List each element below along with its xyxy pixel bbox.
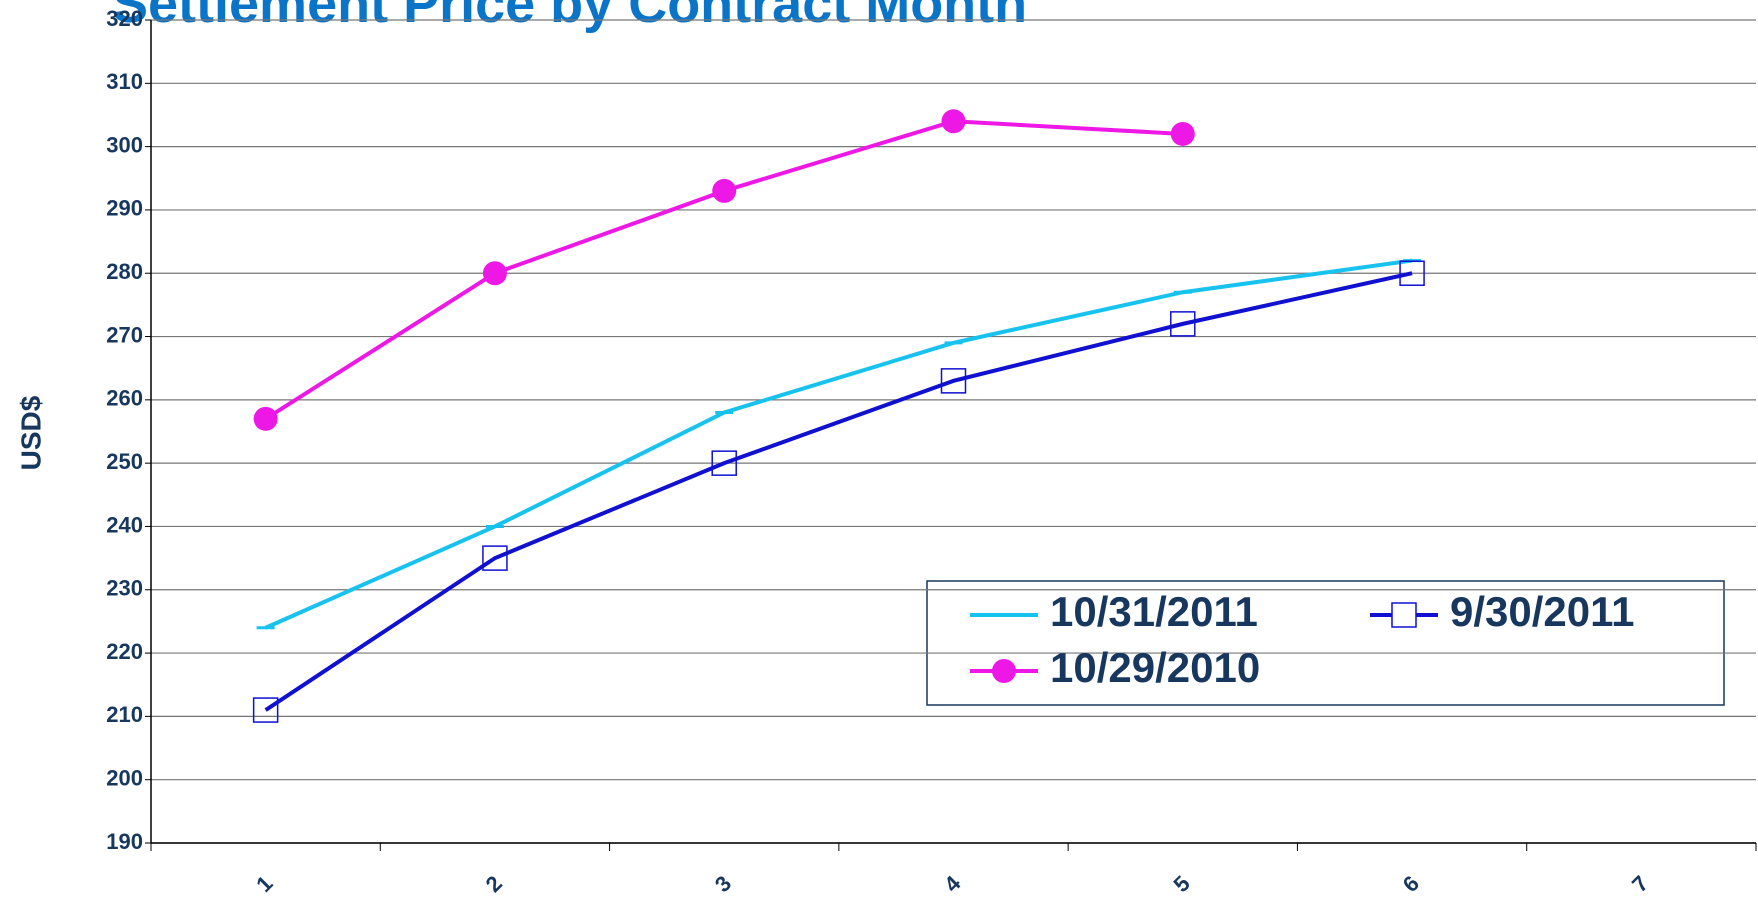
y-tick-label: 230 bbox=[106, 576, 143, 601]
y-tick-label: 300 bbox=[106, 132, 143, 157]
y-tick-label: 310 bbox=[106, 69, 143, 94]
x-tick-label: 6 bbox=[1398, 871, 1424, 897]
legend-label: 9/30/2011 bbox=[1450, 588, 1635, 635]
point bbox=[1399, 260, 1425, 286]
chart-title: Settlement Price by Contract Month bbox=[112, 0, 1027, 34]
y-tick-label: 210 bbox=[106, 702, 143, 727]
x-tick-label: 2 bbox=[481, 871, 507, 897]
point bbox=[252, 697, 279, 723]
series-line bbox=[264, 258, 1413, 630]
y-tick-label: 240 bbox=[106, 512, 143, 537]
y-tick-label: 320 bbox=[106, 6, 143, 31]
point bbox=[482, 261, 507, 286]
point bbox=[1170, 121, 1195, 146]
point bbox=[940, 368, 967, 394]
x-tick-label: 4 bbox=[939, 870, 966, 897]
point bbox=[253, 406, 278, 431]
point bbox=[712, 178, 737, 203]
y-tick-label: 200 bbox=[106, 766, 143, 791]
y-tick-label: 280 bbox=[106, 259, 143, 284]
legend-box bbox=[926, 580, 1725, 706]
y-tick-label: 220 bbox=[106, 639, 143, 664]
series-line bbox=[264, 271, 1413, 712]
legend-marker bbox=[1391, 602, 1417, 628]
y-tick-label: 250 bbox=[106, 449, 143, 474]
legend-label: 10/31/2011 bbox=[1050, 588, 1258, 635]
point bbox=[482, 545, 508, 571]
point bbox=[941, 109, 966, 134]
y-tick-label: 290 bbox=[106, 196, 143, 221]
legend-marker bbox=[992, 659, 1016, 683]
point bbox=[711, 450, 737, 476]
y-tick-label: 260 bbox=[106, 386, 143, 411]
x-tick-label: 3 bbox=[710, 871, 736, 897]
y-tick-label: 270 bbox=[106, 322, 143, 347]
series-line bbox=[264, 119, 1183, 421]
y-axis-label: USD$ bbox=[15, 395, 46, 470]
x-tick-label: 7 bbox=[1627, 871, 1653, 897]
point bbox=[1170, 311, 1196, 337]
legend-label: 10/29/2010 bbox=[1050, 644, 1260, 691]
x-tick-label: 1 bbox=[251, 871, 277, 897]
x-tick-label: 5 bbox=[1168, 871, 1194, 897]
y-tick-label: 190 bbox=[106, 829, 143, 854]
